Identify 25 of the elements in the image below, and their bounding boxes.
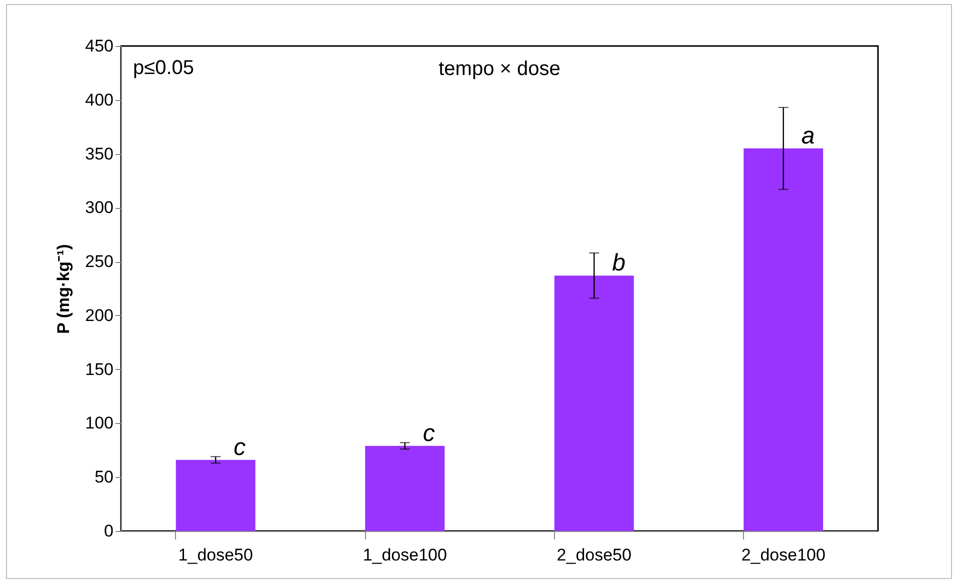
annotation: a bbox=[801, 122, 815, 150]
y-tick-label: 350 bbox=[85, 144, 114, 164]
bar bbox=[176, 460, 256, 531]
annotation: c bbox=[234, 434, 246, 461]
y-tick-label: 100 bbox=[85, 414, 114, 433]
annotation: p≤0.05 bbox=[133, 57, 194, 79]
x-tick-label: 1_dose100 bbox=[362, 546, 447, 564]
y-tick-label: 400 bbox=[85, 90, 114, 110]
y-tick-label: 250 bbox=[85, 252, 114, 272]
text: tempo × dose bbox=[438, 58, 560, 80]
y-axis-title: P (mg·kg⁻¹) bbox=[54, 244, 74, 334]
y-tick-label: 300 bbox=[85, 198, 114, 218]
bar bbox=[744, 148, 824, 531]
y-tick-label: 200 bbox=[85, 306, 114, 325]
annotation: c bbox=[422, 420, 435, 447]
y-tick-label: 50 bbox=[94, 468, 114, 487]
y-tick-label: 0 bbox=[104, 522, 114, 540]
bar bbox=[554, 276, 634, 531]
y-tick-label: 150 bbox=[85, 360, 114, 379]
y-tick-label: 450 bbox=[85, 36, 114, 56]
x-tick-label: 2_dose50 bbox=[556, 546, 632, 564]
x-tick-label: 2_dose100 bbox=[741, 546, 826, 564]
x-tick-label: 1_dose50 bbox=[178, 546, 253, 564]
annotation: b bbox=[612, 250, 626, 277]
bar bbox=[365, 446, 445, 531]
